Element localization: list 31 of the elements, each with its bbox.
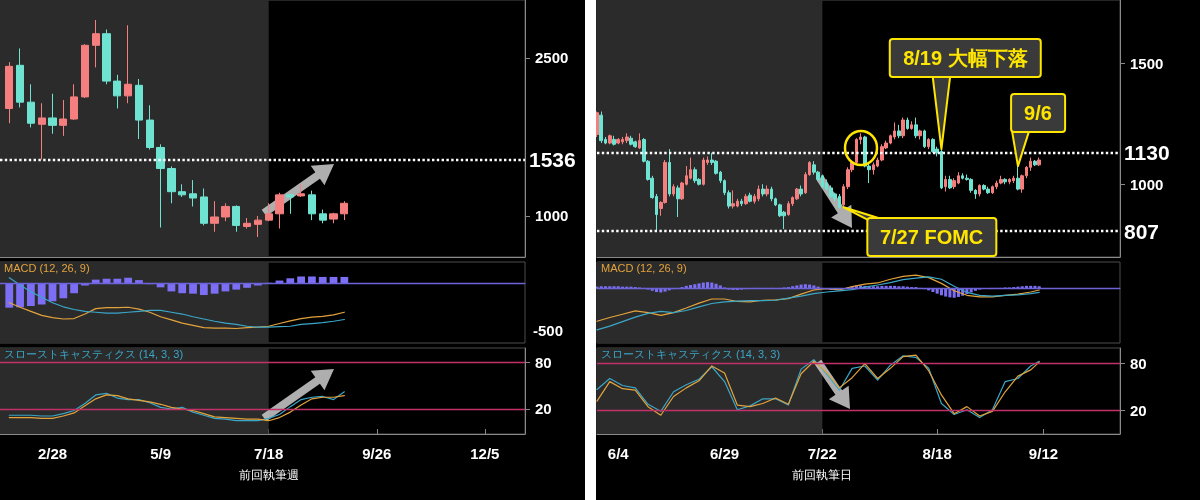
band-label: 前回執筆日 xyxy=(792,468,853,482)
y-tick-label: 20 xyxy=(535,400,552,418)
x-tick-label: 9/12 xyxy=(1028,445,1059,462)
x-tick-label: 8/18 xyxy=(922,445,952,462)
chart-title: スローストキャスティクス (14, 3, 3) xyxy=(601,348,781,360)
x-tick-label: 5/9 xyxy=(150,445,172,462)
ref-line-label: 1130 xyxy=(1124,141,1170,165)
band-label: 前回執筆週 xyxy=(238,468,299,482)
text: -500 xyxy=(533,322,564,340)
y-tick-label: 1000 xyxy=(1130,175,1164,193)
x-tick-label: 7/22 xyxy=(807,445,837,462)
y-tick-label: 1000 xyxy=(535,207,569,225)
x-tick-label: 2/28 xyxy=(37,445,68,462)
y-tick-label: 2500 xyxy=(535,49,569,67)
ref-line-label: 1536 xyxy=(529,147,576,171)
x-tick-label: 6/4 xyxy=(607,445,630,462)
annotation: 9/6 xyxy=(1010,93,1066,134)
x-tick-label: 7/18 xyxy=(254,445,284,462)
ref-line-label: 807 xyxy=(1124,219,1160,243)
chart-title: MACD (12, 26, 9) xyxy=(4,262,90,274)
y-tick-label: 20 xyxy=(1130,402,1147,420)
annotation: 7/27 FOMC xyxy=(865,217,998,258)
annotation: 8/19 大幅下落 xyxy=(889,38,1042,79)
chart-title: スローストキャスティクス (14, 3, 3) xyxy=(4,348,184,360)
x-tick-label: 12/5 xyxy=(470,445,500,462)
y-tick-label: 80 xyxy=(1130,355,1147,373)
chart-title: MACD (12, 26, 9) xyxy=(601,262,687,274)
y-tick-label: 80 xyxy=(535,353,552,371)
y-tick-label: 1500 xyxy=(1130,54,1164,72)
x-tick-label: 9/26 xyxy=(362,445,392,462)
x-tick-label: 6/29 xyxy=(709,445,740,462)
